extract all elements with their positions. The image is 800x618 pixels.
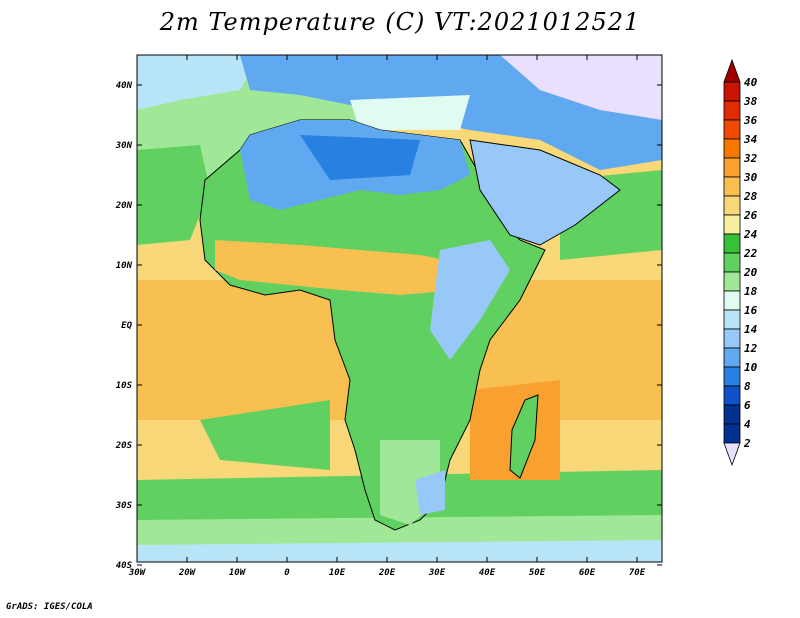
lon-label: 20E (378, 568, 396, 578)
colorbar (723, 58, 741, 467)
colorbar-swatch (723, 347, 741, 368)
madagascar (509, 394, 539, 479)
map-title: 2m Temperature (C) VT:2021012521 (159, 8, 641, 36)
lon-label: 50E (529, 568, 546, 578)
colorbar-swatch (723, 366, 741, 387)
map-frame (136, 54, 663, 563)
colorbar-swatch (723, 157, 741, 178)
colorbar-label: 16 (744, 304, 758, 317)
colorbar-label: 28 (743, 190, 758, 203)
colorbar-swatch (723, 423, 741, 444)
lat-label: 40S (116, 561, 133, 571)
colorbar-swatch (723, 176, 741, 197)
colorbar-label: 4 (744, 418, 751, 431)
lat-label: 30S (115, 501, 133, 511)
north-atlantic-cool (137, 55, 260, 110)
colorbar-swatch (723, 385, 741, 406)
lon-label: 10E (329, 568, 346, 578)
lat-label: EQ (121, 321, 132, 331)
colorbar-swatch (723, 252, 741, 273)
lon-label: 20W (178, 568, 197, 578)
colorbar-label: 18 (744, 285, 758, 298)
colorbar-swatch (723, 328, 741, 349)
lon-label: 60E (579, 568, 596, 578)
colorbar-label: 34 (743, 133, 758, 146)
colorbar-label: 10 (744, 361, 758, 374)
colorbar-swatch (723, 214, 741, 235)
lon-label: 40E (479, 568, 496, 578)
lesotho-cold (415, 470, 445, 515)
lon-label: 30W (128, 568, 147, 578)
colorbar-label: 26 (743, 209, 758, 222)
axis-ticks (136, 55, 662, 566)
lat-label: 40N (116, 81, 133, 91)
colorbar-swatch (723, 138, 741, 159)
credit-text: GrADS: IGES/COLA (6, 602, 93, 612)
colorbar-swatch (723, 233, 741, 254)
lon-label: 30E (428, 568, 446, 578)
lon-label: 0 (284, 568, 290, 578)
colorbar-swatch (723, 195, 741, 216)
arabian-peninsula (469, 139, 621, 246)
asia-coldest (500, 55, 662, 120)
colorbar-swatch (723, 119, 741, 140)
colorbar-label: 32 (743, 152, 758, 165)
colorbar-label: 12 (744, 342, 758, 355)
lat-label: 10S (116, 381, 133, 391)
colorbar-label: 38 (743, 95, 758, 108)
colorbar-arrow-bottom (723, 442, 741, 467)
mediterranean (350, 95, 470, 130)
colorbar-swatch (723, 81, 741, 102)
southern-coldest (137, 540, 662, 562)
lon-label: 70E (629, 568, 646, 578)
lon-label: 10W (229, 568, 247, 578)
colorbar-swatch (723, 271, 741, 292)
colorbar-label: 22 (743, 247, 758, 260)
colorbar-label: 36 (743, 114, 758, 127)
south-atlantic-band (200, 400, 330, 470)
map-field (137, 55, 662, 562)
lat-label: 30N (115, 141, 133, 151)
lat-label: 10N (116, 261, 133, 271)
sahara-core (300, 135, 420, 180)
colorbar-arrow-top (723, 58, 741, 83)
colorbar-label: 14 (744, 323, 758, 336)
colorbar-label: 40 (744, 76, 758, 89)
subtropical-band (137, 145, 210, 245)
colorbar-label: 24 (743, 228, 758, 241)
colorbar-label: 30 (743, 171, 758, 184)
longitude-labels: 30W 20W 10W 0 10E 20E 30E 40E 50E 60E 70E (128, 568, 646, 578)
colorbar-swatch (723, 290, 741, 311)
latitude-labels: 40N 30N 20N 10N EQ 10S 20S 30S 40S (115, 81, 133, 571)
colorbar-label: 20 (743, 266, 758, 279)
east-highlands (430, 240, 510, 360)
lat-label: 20S (115, 441, 133, 451)
lat-label: 20N (115, 201, 133, 211)
colorbar-swatch (723, 309, 741, 330)
colorbar-swatch (723, 100, 741, 121)
colorbar-swatch (723, 404, 741, 425)
colorbar-label: 6 (744, 399, 751, 412)
colorbar-label: 2 (743, 437, 751, 450)
colorbar-label: 8 (744, 380, 751, 393)
sahel-warm (215, 240, 470, 295)
colorbar-labels: 40 38 36 34 32 30 28 26 24 22 20 18 16 14 12 10 8 6 4 2 (743, 76, 758, 450)
